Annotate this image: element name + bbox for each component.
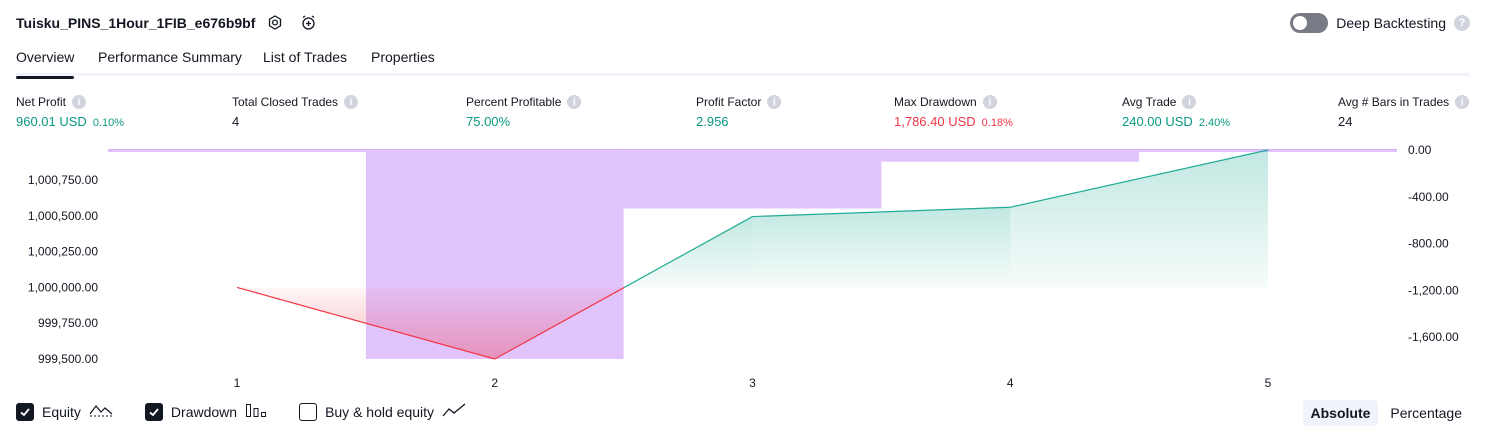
equity-line-segment: [236, 286, 495, 360]
equity-area-segment: [1010, 150, 1268, 288]
metric-max-drawdown: Max Drawdown i 1,786.40 USD 0.18%: [894, 94, 1013, 129]
equity-line-segment: [623, 216, 753, 288]
info-icon[interactable]: i: [1182, 95, 1197, 109]
x-tick-label: 2: [491, 376, 498, 390]
metric-label: Percent Profitable: [466, 95, 562, 109]
equity-checkbox[interactable]: [16, 402, 34, 421]
legend-label: Buy & hold equity: [325, 403, 435, 420]
x-tick-label: 3: [749, 376, 756, 390]
tab-properties[interactable]: Properties: [371, 49, 435, 65]
metric-label: Avg # Bars in Trades: [1338, 95, 1450, 109]
info-icon[interactable]: i: [567, 95, 582, 109]
drawdown-bars-icon: [245, 402, 267, 421]
legend-label: Drawdown: [170, 403, 238, 420]
info-icon[interactable]: i: [1455, 95, 1470, 109]
chart-legend: Equity Drawdown Buy & hold equity: [16, 402, 498, 421]
metric-sub-value: 2.40%: [1198, 117, 1231, 129]
equity-area-segment: [752, 207, 1011, 288]
left-tick-label: 999,750.00: [38, 316, 98, 330]
help-icon[interactable]: ?: [1454, 15, 1470, 31]
metric-avg-bars-in-trades: Avg # Bars in Trades i 24: [1338, 94, 1470, 129]
metric-sub-value: 0.10%: [92, 117, 125, 129]
metric-label: Profit Factor: [696, 95, 762, 109]
metric-profit-factor: Profit Factor i 2.956: [696, 94, 782, 129]
metric-total-closed-trades: Total Closed Trades i 4: [232, 94, 359, 129]
metric-sub-value: 0.18%: [981, 117, 1013, 129]
legend-buy-hold[interactable]: Buy & hold equity: [299, 402, 466, 421]
right-tick-label: -400.00: [1408, 190, 1449, 204]
left-tick-label: 1,000,250.00: [28, 245, 98, 259]
legend-equity[interactable]: Equity: [16, 402, 113, 421]
metric-percent-profitable: Percent Profitable i 75.00%: [466, 94, 582, 129]
equity-line-segment: [494, 286, 625, 360]
buy-hold-checkbox[interactable]: [299, 402, 318, 421]
metric-label: Max Drawdown: [894, 95, 977, 109]
metric-net-profit: Net Profit i 960.01 USD 0.10%: [16, 94, 124, 129]
left-tick-label: 1,000,000.00: [28, 280, 98, 294]
left-tick-label: 999,500.00: [38, 352, 98, 366]
right-tick-label: -1,600.00: [1408, 330, 1459, 344]
settings-gear-icon[interactable]: [264, 12, 286, 34]
drawdown-bar: [108, 150, 366, 152]
equity-line-segment: [1010, 149, 1269, 208]
left-tick-label: 1,000,750.00: [28, 173, 98, 187]
right-axis: 0.00 -400.00 -800.00 -1,200.00 -1,600.00: [1408, 143, 1459, 344]
info-icon[interactable]: i: [72, 95, 87, 109]
deep-backtesting: Deep Backtesting ?: [1290, 13, 1470, 33]
metric-avg-trade: Avg Trade i 240.00 USD 2.40%: [1122, 94, 1230, 129]
right-tick-label: -800.00: [1408, 237, 1449, 251]
metric-value: 1,786.40 USD: [894, 114, 976, 129]
legend-drawdown[interactable]: Drawdown: [144, 402, 267, 421]
x-tick-label: 5: [1265, 376, 1272, 390]
metric-value: 75.00%: [466, 114, 511, 129]
absolute-button[interactable]: Absolute: [1302, 400, 1379, 426]
metric-label: Total Closed Trades: [232, 95, 339, 109]
metric-value: 4: [232, 114, 240, 129]
right-tick-label: -1,200.00: [1408, 283, 1459, 297]
metric-value: 960.01 USD: [16, 114, 87, 129]
drawdown-bar: [623, 150, 882, 209]
drawdown-bar: [881, 150, 1140, 162]
equity-drawdown-chart: 1,000,750.00 1,000,500.00 1,000,250.00 1,00…: [28, 143, 1459, 390]
metric-label: Avg Trade: [1122, 95, 1177, 109]
deep-backtesting-label: Deep Backtesting: [1336, 15, 1446, 31]
tab-list-of-trades[interactable]: List of Trades: [263, 49, 348, 65]
legend-label: Equity: [42, 403, 81, 420]
equity-line-icon: [89, 402, 113, 421]
percentage-button[interactable]: Percentage: [1390, 405, 1462, 421]
info-icon[interactable]: i: [767, 95, 782, 109]
metric-value: 2.956: [696, 114, 729, 129]
metric-label: Net Profit: [16, 95, 67, 109]
equity-line-segment: [752, 206, 1011, 218]
equity-series: [236, 149, 1269, 360]
deep-backtesting-toggle[interactable]: [1290, 13, 1329, 33]
left-axis: 1,000,750.00 1,000,500.00 1,000,250.00 1,00…: [28, 173, 98, 366]
metric-value: 24: [1338, 114, 1353, 129]
info-icon[interactable]: i: [982, 95, 997, 109]
tab-performance-summary[interactable]: Performance Summary: [98, 49, 242, 65]
left-tick-label: 1,000,500.00: [28, 209, 98, 223]
scale-toggle: Absolute Percentage: [1302, 400, 1471, 426]
drawdown-checkbox[interactable]: [144, 402, 163, 421]
x-tick-label: 1: [234, 376, 241, 390]
tab-overview[interactable]: Overview: [16, 49, 75, 79]
strategy-title: Tuisku_PINS_1Hour_1FIB_e676b9bf: [16, 15, 256, 31]
buy-hold-line-icon: [442, 402, 466, 421]
tab-bar: Overview Performance Summary List of Tra…: [16, 44, 1470, 79]
metric-value: 240.00 USD: [1122, 114, 1193, 129]
add-alert-icon[interactable]: [298, 12, 320, 34]
top-bar: Tuisku_PINS_1Hour_1FIB_e676b9bf Deep Bac…: [0, 0, 1486, 44]
x-tick-label: 4: [1007, 376, 1014, 390]
right-tick-label: 0.00: [1408, 143, 1432, 157]
info-icon[interactable]: i: [344, 95, 359, 109]
x-axis: 1 2 3 4 5: [234, 376, 1272, 390]
